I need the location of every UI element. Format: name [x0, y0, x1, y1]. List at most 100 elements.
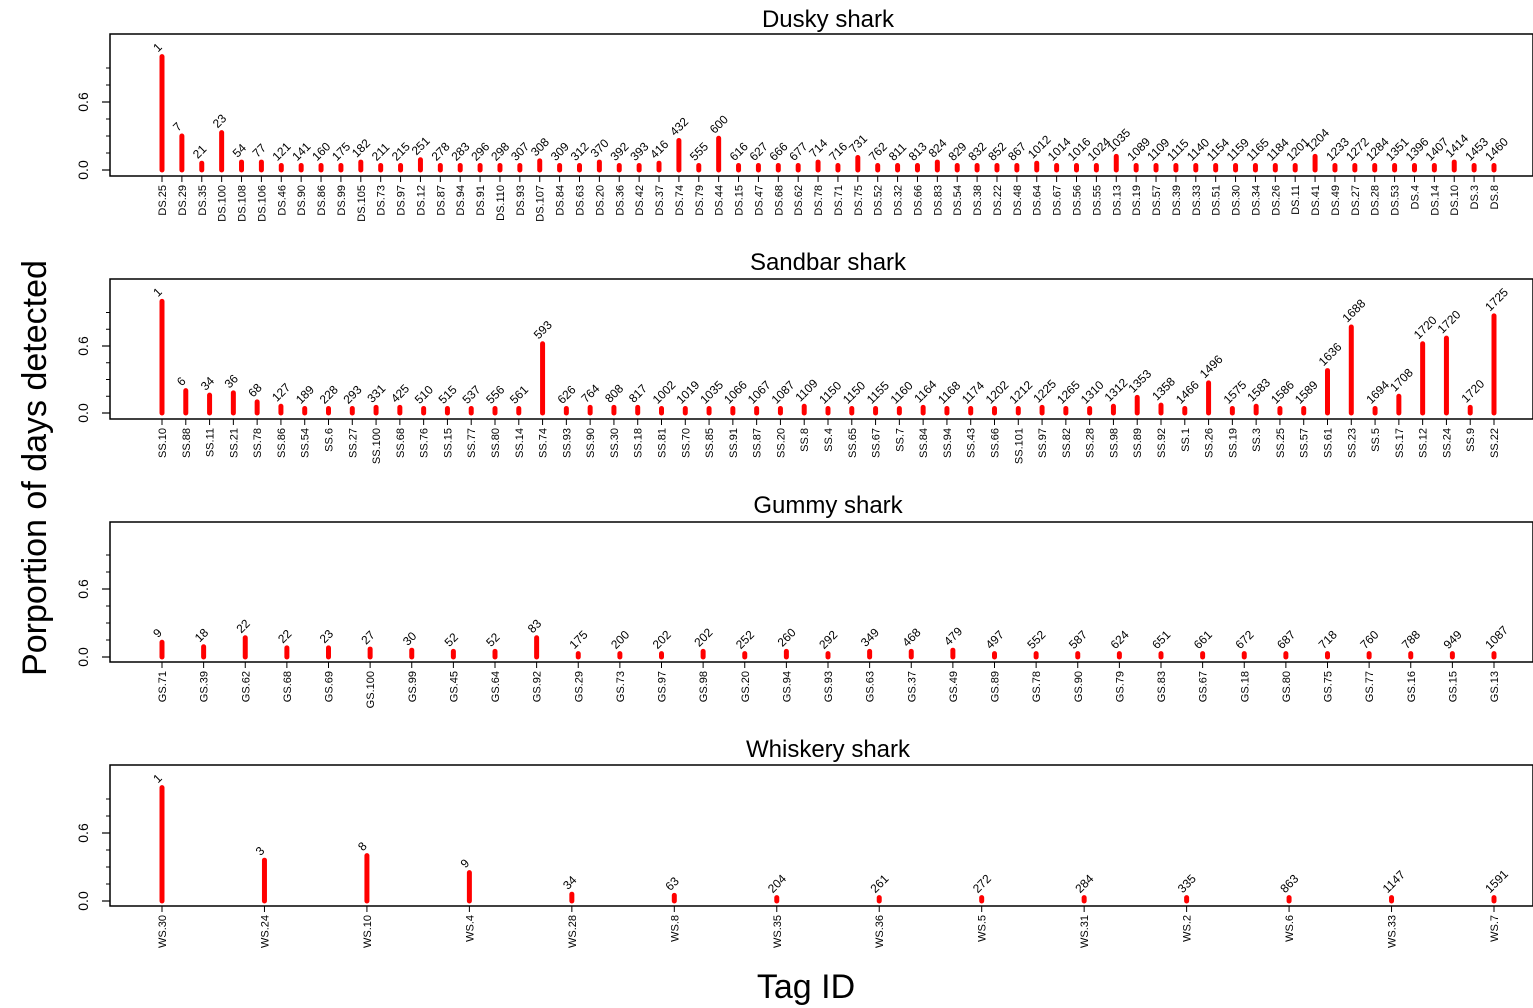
value-label: 52: [483, 630, 503, 650]
x-tick-label: GS.75: [1323, 671, 1335, 702]
x-tick-label: DS.8: [1489, 185, 1501, 209]
value-label: 1168: [935, 378, 963, 406]
panel-frame: [109, 278, 1533, 420]
value-label: 298: [488, 139, 512, 163]
x-tick-label: SS.18: [633, 428, 645, 458]
value-label: 331: [364, 381, 388, 405]
x-tick-label: SS.5: [1370, 428, 1382, 452]
value-label: 202: [650, 627, 674, 651]
y-tick-label: 0.0: [75, 403, 91, 423]
value-label: 1725: [1482, 285, 1511, 314]
value-label: 468: [899, 625, 923, 649]
x-tick-label: DS.83: [932, 185, 944, 216]
x-tick-label: DS.48: [1012, 185, 1024, 216]
x-tick-label: DS.10: [1449, 185, 1461, 216]
x-tick-label: SS.67: [871, 428, 883, 458]
value-label: 189: [293, 382, 317, 406]
x-tick-label: DS.42: [634, 185, 646, 216]
value-label: 1265: [1054, 378, 1083, 407]
x-tick-label: DS.106: [256, 185, 268, 222]
x-tick-label: SS.82: [1061, 428, 1073, 458]
x-tick-label: GS.45: [448, 671, 460, 702]
x-tick-label: SS.88: [181, 428, 193, 458]
value-label: 600: [707, 112, 731, 136]
x-tick-label: DS.64: [1032, 185, 1044, 216]
x-tick-label: DS.99: [336, 185, 348, 216]
value-label: 788: [1399, 627, 1423, 651]
panel-frame: [109, 764, 1533, 907]
x-tick-label: DS.86: [316, 185, 328, 216]
value-label: 416: [647, 137, 671, 161]
x-tick-label: GS.90: [1073, 671, 1085, 702]
x-tick-label: DS.22: [992, 185, 1004, 216]
x-tick-label: DS.68: [773, 185, 785, 216]
x-tick-label: GS.92: [532, 671, 544, 702]
value-label: 510: [412, 382, 436, 406]
x-tick-label: SS.66: [990, 428, 1002, 458]
x-tick-label: SS.85: [704, 428, 716, 458]
x-tick-label: SS.12: [1418, 428, 1430, 458]
x-tick-label: DS.30: [1231, 185, 1243, 216]
x-tick-label: GS.68: [282, 671, 294, 702]
x-tick-label: SS.81: [657, 428, 669, 458]
value-label: 1164: [911, 377, 939, 405]
value-label: 852: [985, 139, 1009, 163]
value-label: 432: [667, 114, 691, 138]
x-tick-label: SS.26: [1204, 428, 1216, 458]
value-label: 714: [806, 136, 830, 160]
x-tick-label: DS.91: [475, 185, 487, 216]
value-label: 160: [309, 139, 333, 163]
x-tick-label: WS.28: [567, 915, 579, 948]
x-tick-label: GS.99: [407, 671, 419, 702]
value-label: 182: [349, 136, 373, 160]
x-tick-label: SS.74: [538, 428, 550, 458]
value-label: 1688: [1340, 296, 1369, 325]
x-tick-label: DS.73: [376, 185, 388, 216]
x-tick-label: SS.19: [1227, 428, 1239, 458]
value-label: 479: [941, 624, 965, 648]
value-label: 1002: [650, 378, 679, 407]
value-label: 392: [607, 139, 631, 163]
value-label: 1694: [1363, 378, 1392, 407]
value-label: 77: [250, 141, 270, 161]
x-tick-label: SS.21: [228, 428, 240, 458]
value-label: 651: [1149, 627, 1173, 651]
x-tick-label: SS.57: [1299, 428, 1311, 458]
x-tick-label: SS.1: [1180, 428, 1192, 452]
x-tick-label: SS.91: [728, 428, 740, 458]
x-tick-label: DS.71: [833, 185, 845, 216]
x-tick-label: GS.20: [740, 671, 752, 702]
x-tick-label: DS.56: [1072, 185, 1084, 216]
x-tick-label: DS.20: [594, 185, 606, 216]
x-tick-label: DS.79: [694, 185, 706, 216]
value-label: 1155: [864, 378, 892, 406]
x-tick-label: SS.89: [1132, 428, 1144, 458]
x-axis-label: Tag ID: [757, 968, 855, 1006]
value-label: 1019: [674, 378, 703, 407]
value-label: 515: [436, 382, 460, 406]
x-tick-label: DS.34: [1250, 185, 1262, 216]
x-tick-label: SS.27: [347, 428, 359, 458]
value-label: 824: [926, 136, 950, 160]
x-tick-label: SS.7: [894, 428, 906, 452]
y-tick-label: 0.6: [75, 579, 91, 599]
value-label: 260: [775, 625, 799, 649]
value-label: 21: [190, 142, 210, 162]
x-tick-label: WS.33: [1387, 915, 1399, 948]
value-label: 1087: [769, 378, 798, 407]
value-label: 1353: [1125, 366, 1154, 395]
x-tick-label: SS.9: [1465, 428, 1477, 452]
x-tick-label: GS.94: [781, 671, 793, 702]
x-tick-label: WS.24: [259, 915, 271, 948]
value-label: 1720: [1458, 377, 1487, 406]
value-label: 6: [174, 374, 189, 389]
y-tick-label: 0.6: [75, 92, 91, 112]
x-tick-label: GS.62: [240, 671, 252, 702]
value-label: 9: [458, 856, 473, 871]
x-tick-label: GS.49: [948, 671, 960, 702]
value-label: 34: [198, 374, 218, 394]
x-tick-label: GS.80: [1281, 671, 1293, 702]
x-tick-label: SS.92: [1156, 428, 1168, 458]
x-tick-label: GS.77: [1364, 671, 1376, 702]
x-tick-label: GS.89: [990, 671, 1002, 702]
